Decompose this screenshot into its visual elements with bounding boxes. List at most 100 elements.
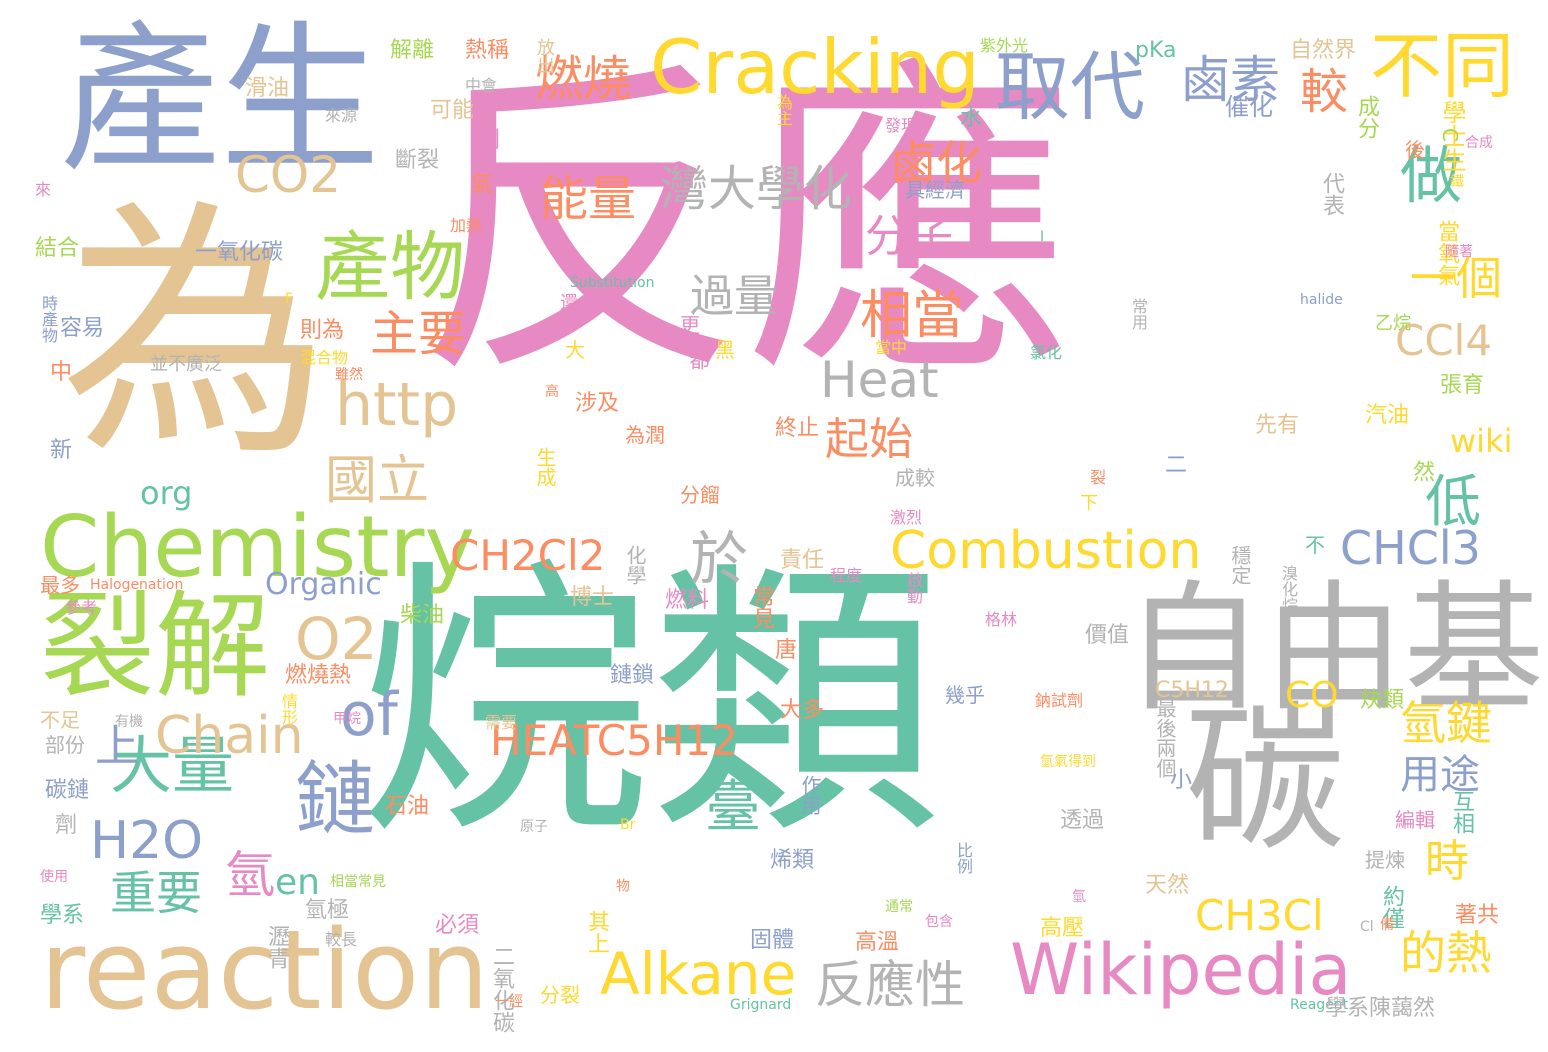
cloud-word: 甲烷 [333, 711, 361, 727]
cloud-word: 重要 [110, 866, 202, 920]
cloud-word: 幾乎 [945, 683, 985, 707]
cloud-word: Chemistry [40, 498, 475, 597]
cloud-word: 一經 [495, 994, 523, 1010]
cloud-word: 燃料 [665, 588, 710, 613]
cloud-word: 大量 [110, 729, 235, 802]
cloud-word: 著共 [1455, 903, 1500, 928]
cloud-word: 穩定 [1228, 545, 1252, 585]
cloud-word: Br [620, 817, 636, 833]
cloud-word: 不 [1305, 533, 1325, 557]
cloud-word: 鈉試劑 [1035, 691, 1084, 710]
cloud-word: 鐵 [1450, 174, 1464, 190]
cloud-word: of [340, 680, 398, 750]
cloud-word: 更 [680, 313, 700, 337]
cloud-word: H2O [90, 811, 204, 871]
cloud-word: 成較 [895, 466, 935, 490]
cloud-word: 汽油 [1365, 403, 1410, 428]
cloud-word: 分子 [865, 211, 953, 262]
cloud-word: 約僅 [1379, 885, 1404, 929]
cloud-word: Substitution [570, 275, 655, 291]
cloud-word: 大多 [780, 698, 825, 723]
cloud-word: halide [1300, 292, 1343, 308]
cloud-word: 後 [1405, 138, 1425, 162]
cloud-word: 為主 [774, 94, 793, 126]
cloud-word: 氫極 [305, 898, 350, 923]
cloud-word: en [275, 862, 320, 903]
cloud-word: 具經濟 [905, 178, 965, 202]
cloud-word: 熱稱 [465, 38, 510, 63]
cloud-word: 部份 [45, 733, 85, 757]
cloud-word: 滑油 [245, 76, 290, 101]
cloud-word: 來源 [325, 106, 358, 125]
cloud-word: 其上 [584, 910, 609, 954]
cloud-word: 較 [1300, 64, 1349, 120]
cloud-word: 產生 [60, 6, 381, 193]
cloud-word: 高溫 [855, 930, 900, 955]
cloud-word: 反應 [415, 33, 1075, 417]
cloud-word: 臺 [705, 775, 761, 840]
cloud-word: 啟動 [904, 572, 923, 604]
cloud-word: 容易 [60, 316, 105, 341]
cloud-word: 情形 [279, 693, 298, 725]
cloud-word: Halogenation [90, 577, 184, 593]
cloud-word: 分餾 [680, 483, 720, 507]
cloud-word: 一個 [1410, 251, 1502, 305]
cloud-word: 低 [1425, 470, 1481, 535]
cloud-word: 激烈 [890, 508, 923, 527]
cloud-word: 乙烷 [1375, 313, 1411, 334]
cloud-word: 反應性 [815, 956, 965, 1014]
cloud-word: 天然 [1145, 873, 1190, 898]
cloud-word: 氫 [225, 846, 275, 904]
cloud-word: 紫外光 [980, 36, 1029, 55]
cloud-word: F [285, 291, 294, 307]
cloud-word: 並不廣泛 [150, 354, 222, 375]
cloud-word: 鏈 [295, 753, 375, 846]
cloud-word: 鏈鎖 [610, 663, 655, 688]
cloud-word: 則為 [300, 318, 345, 343]
cloud-word: 碳 [1185, 686, 1346, 873]
cloud-word: 氯化 [1030, 343, 1063, 362]
cloud-word: 程度 [830, 566, 863, 585]
cloud-word: Alkane [600, 940, 797, 1008]
cloud-word: 當中 [875, 338, 908, 357]
cloud-word: 雖然 [335, 367, 363, 383]
cloud-word: 結合 [35, 236, 80, 261]
cloud-word: 中 [50, 360, 73, 385]
cloud-word: 必須 [435, 913, 480, 938]
cloud-word: 二 [1165, 453, 1188, 478]
cloud-word: Wikipedia [1010, 929, 1352, 1011]
cloud-word: 互相 [1449, 790, 1474, 834]
cloud-word: 化學 [623, 545, 647, 585]
cloud-word: 過量 [690, 271, 778, 322]
cloud-word: wiki [1450, 422, 1513, 460]
cloud-word: 劑 [55, 813, 78, 838]
cloud-word: 則 [478, 128, 501, 153]
cloud-word: I [1040, 229, 1045, 245]
cloud-word: HEATC5H12 [490, 716, 738, 765]
cloud-word: 編輯 [1395, 808, 1435, 832]
cloud-word: 溴化烷 [1279, 565, 1298, 613]
cloud-word: 黑 [715, 338, 735, 362]
cloud-word: Cl [1360, 919, 1374, 935]
cloud-word: 解離 [390, 38, 435, 63]
cloud-word: 一氧化碳 [195, 240, 284, 265]
cloud-word: Cracking [650, 23, 980, 111]
cloud-word: 終止 [775, 416, 820, 441]
cloud-word: 二氧化碳 [489, 945, 514, 1033]
cloud-word: O2 [295, 605, 378, 673]
cloud-word: 於 [690, 525, 749, 593]
cloud-word: 不同 [1370, 24, 1515, 108]
cloud-word: 氣 [467, 172, 492, 194]
cloud-word: 柴油 [400, 603, 445, 628]
cloud-word: 作用 [798, 775, 822, 815]
cloud-word: 涉及 [575, 391, 620, 416]
cloud-word: 催化 [1225, 93, 1273, 121]
cloud-word: 取代 [995, 43, 1146, 131]
cloud-word: Chain [155, 706, 304, 766]
cloud-word: Grignard [730, 997, 792, 1013]
cloud-word: org [140, 474, 193, 512]
cloud-word: 氫氣得到 [1040, 754, 1096, 770]
cloud-word: 能量 [540, 171, 637, 227]
cloud-word: 分裂 [540, 983, 580, 1007]
